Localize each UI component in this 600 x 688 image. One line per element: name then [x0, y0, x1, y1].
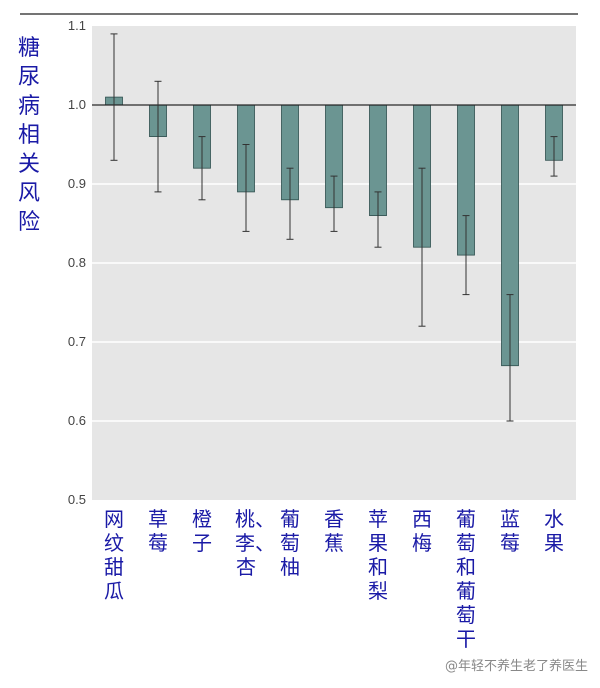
category-label: 香蕉 [324, 507, 344, 555]
y-tick-label: 0.9 [68, 176, 86, 191]
y-tick-label: 1.0 [68, 97, 86, 112]
category-label: 水果 [544, 507, 564, 555]
category-label: 蓝莓 [500, 507, 520, 555]
category-label: 橙子 [192, 507, 212, 555]
y-tick-label: 0.8 [68, 255, 86, 270]
category-label: 西梅 [412, 507, 432, 555]
category-label: 桃、李、杏 [235, 507, 275, 579]
error-bar-layer [110, 33, 558, 422]
category-label: 葡萄和葡萄干 [456, 507, 476, 651]
y-tick-label: 0.6 [68, 413, 86, 428]
category-label: 葡萄柚 [280, 507, 300, 579]
category-label: 苹果和梨 [368, 507, 388, 603]
y-tick-labels: 0.5 0.6 0.7 0.8 0.9 1.0 1.1 [68, 18, 86, 507]
y-axis-label: 糖尿病相关风险 [17, 36, 40, 235]
y-tick-label: 1.1 [68, 18, 86, 33]
watermark: @年轻不养生老了养医生 [444, 659, 588, 674]
y-tick-label: 0.5 [68, 492, 86, 507]
category-label: 草莓 [148, 507, 168, 555]
category-label: 网纹甜瓜 [104, 507, 124, 603]
y-tick-label: 0.7 [68, 334, 86, 349]
